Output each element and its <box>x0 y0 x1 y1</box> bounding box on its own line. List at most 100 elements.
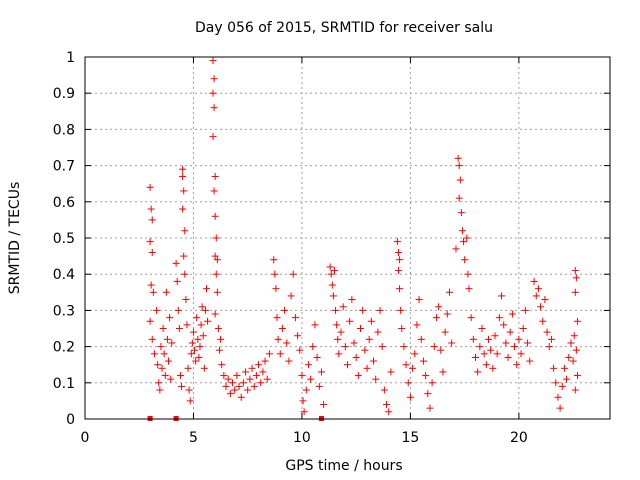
data-point <box>350 339 358 347</box>
data-point <box>259 368 267 376</box>
data-point <box>179 172 187 180</box>
data-point <box>191 346 199 354</box>
data-point <box>456 176 464 184</box>
data-point <box>159 325 167 332</box>
data-point <box>146 317 154 325</box>
data-point <box>179 205 187 213</box>
data-point <box>500 321 508 329</box>
data-point <box>307 375 315 383</box>
data-point <box>261 357 269 365</box>
data-point <box>148 248 156 256</box>
data-point <box>255 361 263 369</box>
data-point <box>406 393 414 401</box>
data-point <box>172 259 180 267</box>
data-point <box>309 343 317 351</box>
data-point <box>461 256 469 264</box>
data-point <box>211 172 219 180</box>
data-point <box>385 408 393 416</box>
data-point <box>197 321 205 329</box>
data-point <box>176 372 184 380</box>
data-point <box>443 310 451 318</box>
data-point <box>210 187 218 195</box>
data-point <box>337 328 345 336</box>
data-point <box>439 368 447 376</box>
data-point <box>294 332 302 340</box>
data-point <box>311 321 319 329</box>
data-point <box>166 314 174 322</box>
y-tick-label: 0.6 <box>53 195 75 211</box>
data-point <box>445 288 453 296</box>
data-point <box>563 375 571 383</box>
data-point <box>545 343 553 351</box>
data-point <box>448 339 456 347</box>
data-point <box>524 339 532 347</box>
data-point <box>365 335 373 343</box>
data-point <box>378 343 386 351</box>
data-point <box>156 386 164 394</box>
data-point <box>471 353 479 361</box>
data-point <box>550 364 558 372</box>
data-point <box>476 343 484 351</box>
data-point <box>281 306 289 314</box>
data-point <box>189 328 197 336</box>
data-point <box>184 364 192 372</box>
data-point <box>192 357 200 365</box>
y-tick-label: 0.1 <box>53 376 75 392</box>
data-point <box>317 368 325 376</box>
y-tick-label: 0.8 <box>53 122 75 138</box>
data-point <box>489 364 497 372</box>
data-point <box>411 350 419 358</box>
data-point <box>409 364 417 372</box>
data-point <box>202 285 210 293</box>
data-point <box>417 335 425 343</box>
data-point <box>226 390 234 398</box>
data-point <box>198 303 206 311</box>
data-point <box>404 379 412 387</box>
data-point <box>160 350 168 358</box>
data-point <box>482 361 490 369</box>
data-point <box>541 296 549 304</box>
data-point <box>398 325 406 332</box>
data-point <box>517 350 525 358</box>
data-point <box>376 306 384 314</box>
data-point <box>430 343 438 351</box>
data-point <box>181 270 189 278</box>
data-point <box>220 372 228 380</box>
data-point <box>217 335 225 343</box>
data-point <box>334 335 342 343</box>
data-point <box>146 183 154 191</box>
data-point <box>397 306 405 314</box>
data-point <box>147 205 155 213</box>
data-point <box>572 274 580 282</box>
data-point <box>265 350 273 358</box>
data-point <box>380 386 388 394</box>
data-point <box>460 238 468 246</box>
data-point <box>185 386 193 394</box>
data-point <box>158 364 166 372</box>
data-point <box>209 57 217 65</box>
data-point <box>560 364 568 372</box>
data-point <box>209 89 217 97</box>
data-point <box>573 372 581 380</box>
data-point <box>165 357 173 365</box>
data-point <box>320 401 328 409</box>
x-tick-label: 20 <box>510 430 528 446</box>
data-point <box>463 234 471 242</box>
data-point <box>422 372 430 380</box>
data-point <box>287 292 295 300</box>
data-point <box>211 310 219 318</box>
data-point <box>519 325 527 332</box>
data-point <box>148 216 156 224</box>
chart-title: Day 056 of 2015, SRMTID for receiver sal… <box>195 20 493 36</box>
data-point <box>183 321 191 329</box>
data-point <box>163 335 171 343</box>
data-point <box>299 397 307 405</box>
data-point <box>396 256 404 264</box>
data-point <box>455 194 463 202</box>
data-point <box>193 314 201 322</box>
data-point <box>335 350 343 358</box>
data-point <box>211 252 219 260</box>
data-point <box>210 75 218 83</box>
data-point <box>458 227 466 235</box>
